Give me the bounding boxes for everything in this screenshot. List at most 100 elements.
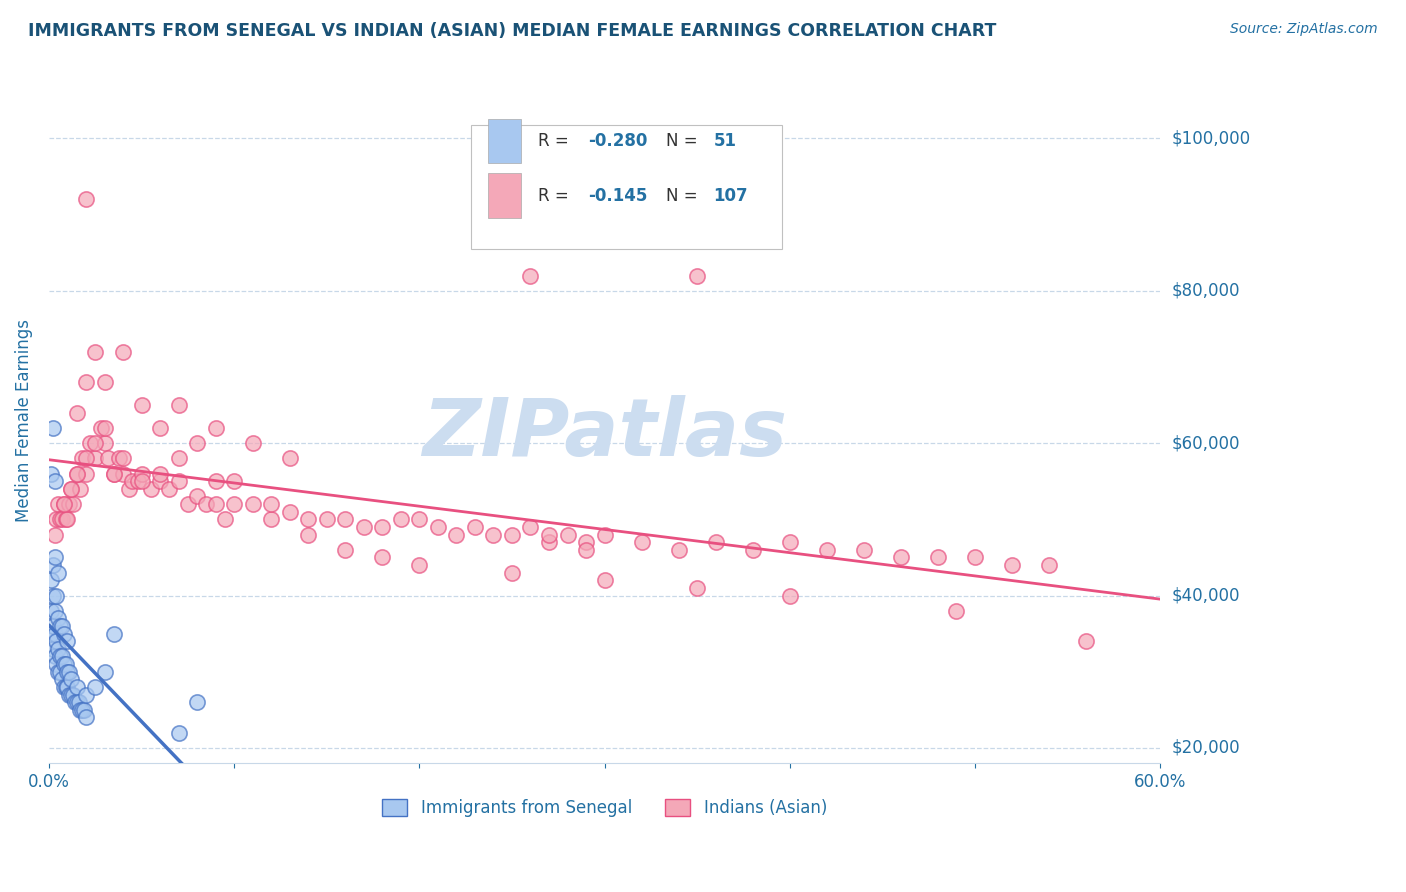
Point [93,375,115,389]
Point [52,657,75,671]
Point [49,649,72,664]
Point [593,527,616,541]
Point [945,604,967,618]
Point [157,482,180,496]
Point [224,497,246,511]
Point [519,268,541,283]
Point [56,680,79,694]
Point [75,688,97,702]
Point [75,375,97,389]
Point [55,680,77,694]
Point [60,482,83,496]
Point [501,527,523,541]
Point [519,520,541,534]
Point [224,475,246,489]
Point [103,467,125,481]
Point [127,475,149,489]
Point [131,475,153,489]
Point [557,527,579,541]
Point [46,665,69,679]
Point [630,535,652,549]
Point [41,558,63,572]
Point [69,482,91,496]
Point [204,497,226,511]
Point [84,451,107,466]
Point [482,527,505,541]
Point [55,657,77,671]
Point [815,542,838,557]
Point [49,512,72,526]
Text: $40,000: $40,000 [1171,587,1240,605]
Point [278,451,301,466]
Point [177,497,200,511]
Point [60,673,83,687]
Point [167,475,190,489]
Point [297,512,319,526]
Point [426,520,449,534]
Point [131,467,153,481]
Text: R =: R = [538,132,574,150]
Point [52,497,75,511]
Point [149,467,172,481]
Point [112,451,135,466]
Point [242,436,264,450]
Point [149,421,172,435]
Text: $100,000: $100,000 [1171,129,1250,147]
Point [278,505,301,519]
Point [464,520,486,534]
Text: N =: N = [665,186,703,205]
Point [63,695,86,709]
Point [75,192,97,206]
Point [186,490,208,504]
Point [45,589,67,603]
Point [408,512,430,526]
Point [51,619,73,633]
Point [890,550,912,565]
Point [131,398,153,412]
Point [97,451,120,466]
Point [67,695,90,709]
Point [204,475,226,489]
Point [704,535,727,549]
Point [575,535,598,549]
Point [371,520,394,534]
Point [84,436,107,450]
Point [55,512,77,526]
Point [73,703,96,717]
Point [46,497,69,511]
Point [167,725,190,739]
Point [52,680,75,694]
Point [167,398,190,412]
Point [446,527,468,541]
Point [103,467,125,481]
Point [353,520,375,534]
Text: ZIPatlas: ZIPatlas [422,395,787,473]
Text: Source: ZipAtlas.com: Source: ZipAtlas.com [1230,22,1378,37]
Point [58,688,80,702]
Point [44,475,66,489]
Point [41,619,63,633]
Point [79,436,101,450]
Point [75,467,97,481]
Text: $60,000: $60,000 [1171,434,1240,452]
Point [44,550,66,565]
Text: R =: R = [538,186,574,205]
Point [56,634,79,648]
Point [62,497,84,511]
Point [51,512,73,526]
Point [52,626,75,640]
Point [93,665,115,679]
Point [46,641,69,656]
Point [66,695,89,709]
Point [927,550,949,565]
Point [686,268,709,283]
Point [51,649,73,664]
Point [593,574,616,588]
Point [66,467,89,481]
Point [242,497,264,511]
Point [56,665,79,679]
Point [195,497,218,511]
Y-axis label: Median Female Earnings: Median Female Earnings [15,318,32,522]
Point [186,436,208,450]
Point [41,641,63,656]
